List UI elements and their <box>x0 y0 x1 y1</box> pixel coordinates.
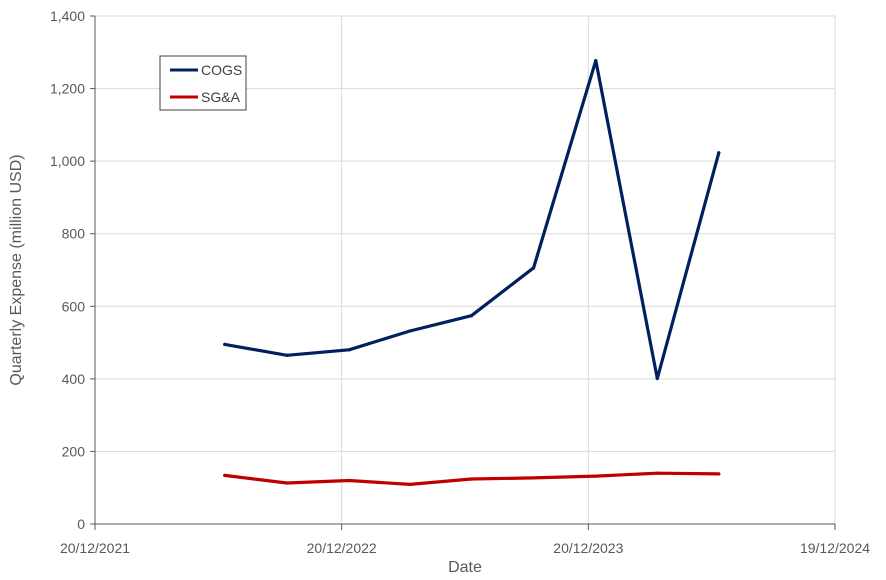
data-point-cogs <box>285 353 289 357</box>
data-point-sg-a <box>408 482 412 487</box>
data-point-cogs <box>594 59 598 63</box>
data-point-sg-a <box>469 477 474 481</box>
y-tick-label: 400 <box>62 371 86 387</box>
y-tick-label: 1,000 <box>50 153 85 169</box>
legend-label-cogs: COGS <box>201 62 242 78</box>
series-lines <box>223 58 721 487</box>
series-line-cogs <box>223 58 721 381</box>
y-tick-label: 1,400 <box>50 8 85 24</box>
x-tick-label: 20/12/2022 <box>307 540 377 556</box>
data-point-sg-a <box>223 473 227 477</box>
axes <box>94 16 835 525</box>
x-tick-label: 20/12/2021 <box>60 540 130 556</box>
legend: COGS SG&A <box>159 55 247 111</box>
data-point-cogs <box>408 329 412 333</box>
y-axis-title: Quarterly Expense (million USD) <box>8 154 25 385</box>
x-tick-label: 20/12/2023 <box>553 540 623 556</box>
y-tick-label: 200 <box>62 443 86 459</box>
legend-box <box>159 55 247 111</box>
data-point-cogs <box>347 348 351 352</box>
legend-label-sga: SG&A <box>201 89 241 105</box>
data-point-cogs <box>531 266 536 270</box>
data-point-sg-a <box>285 481 289 485</box>
x-axis-title: Date <box>448 559 482 576</box>
data-point-sg-a <box>655 471 659 475</box>
y-axis-ticks: 0 200 400 600 800 1,000 1,200 1,400 <box>50 8 95 532</box>
data-point-cogs <box>469 314 474 318</box>
data-point-cogs <box>223 342 227 346</box>
data-point-sg-a <box>717 472 721 476</box>
data-point-sg-a <box>347 478 351 483</box>
y-tick-label: 0 <box>77 516 85 532</box>
y-tick-label: 800 <box>62 226 86 242</box>
data-point-sg-a <box>531 476 536 480</box>
data-point-sg-a <box>594 474 598 478</box>
data-point-cogs <box>717 151 721 155</box>
y-tick-label: 600 <box>62 298 86 314</box>
x-axis-ticks: 20/12/2021 20/12/2022 20/12/2023 19/12/2024 <box>60 524 870 556</box>
data-point-cogs <box>655 376 659 381</box>
y-tick-label: 1,200 <box>50 81 85 97</box>
x-tick-label: 19/12/2024 <box>800 540 870 556</box>
